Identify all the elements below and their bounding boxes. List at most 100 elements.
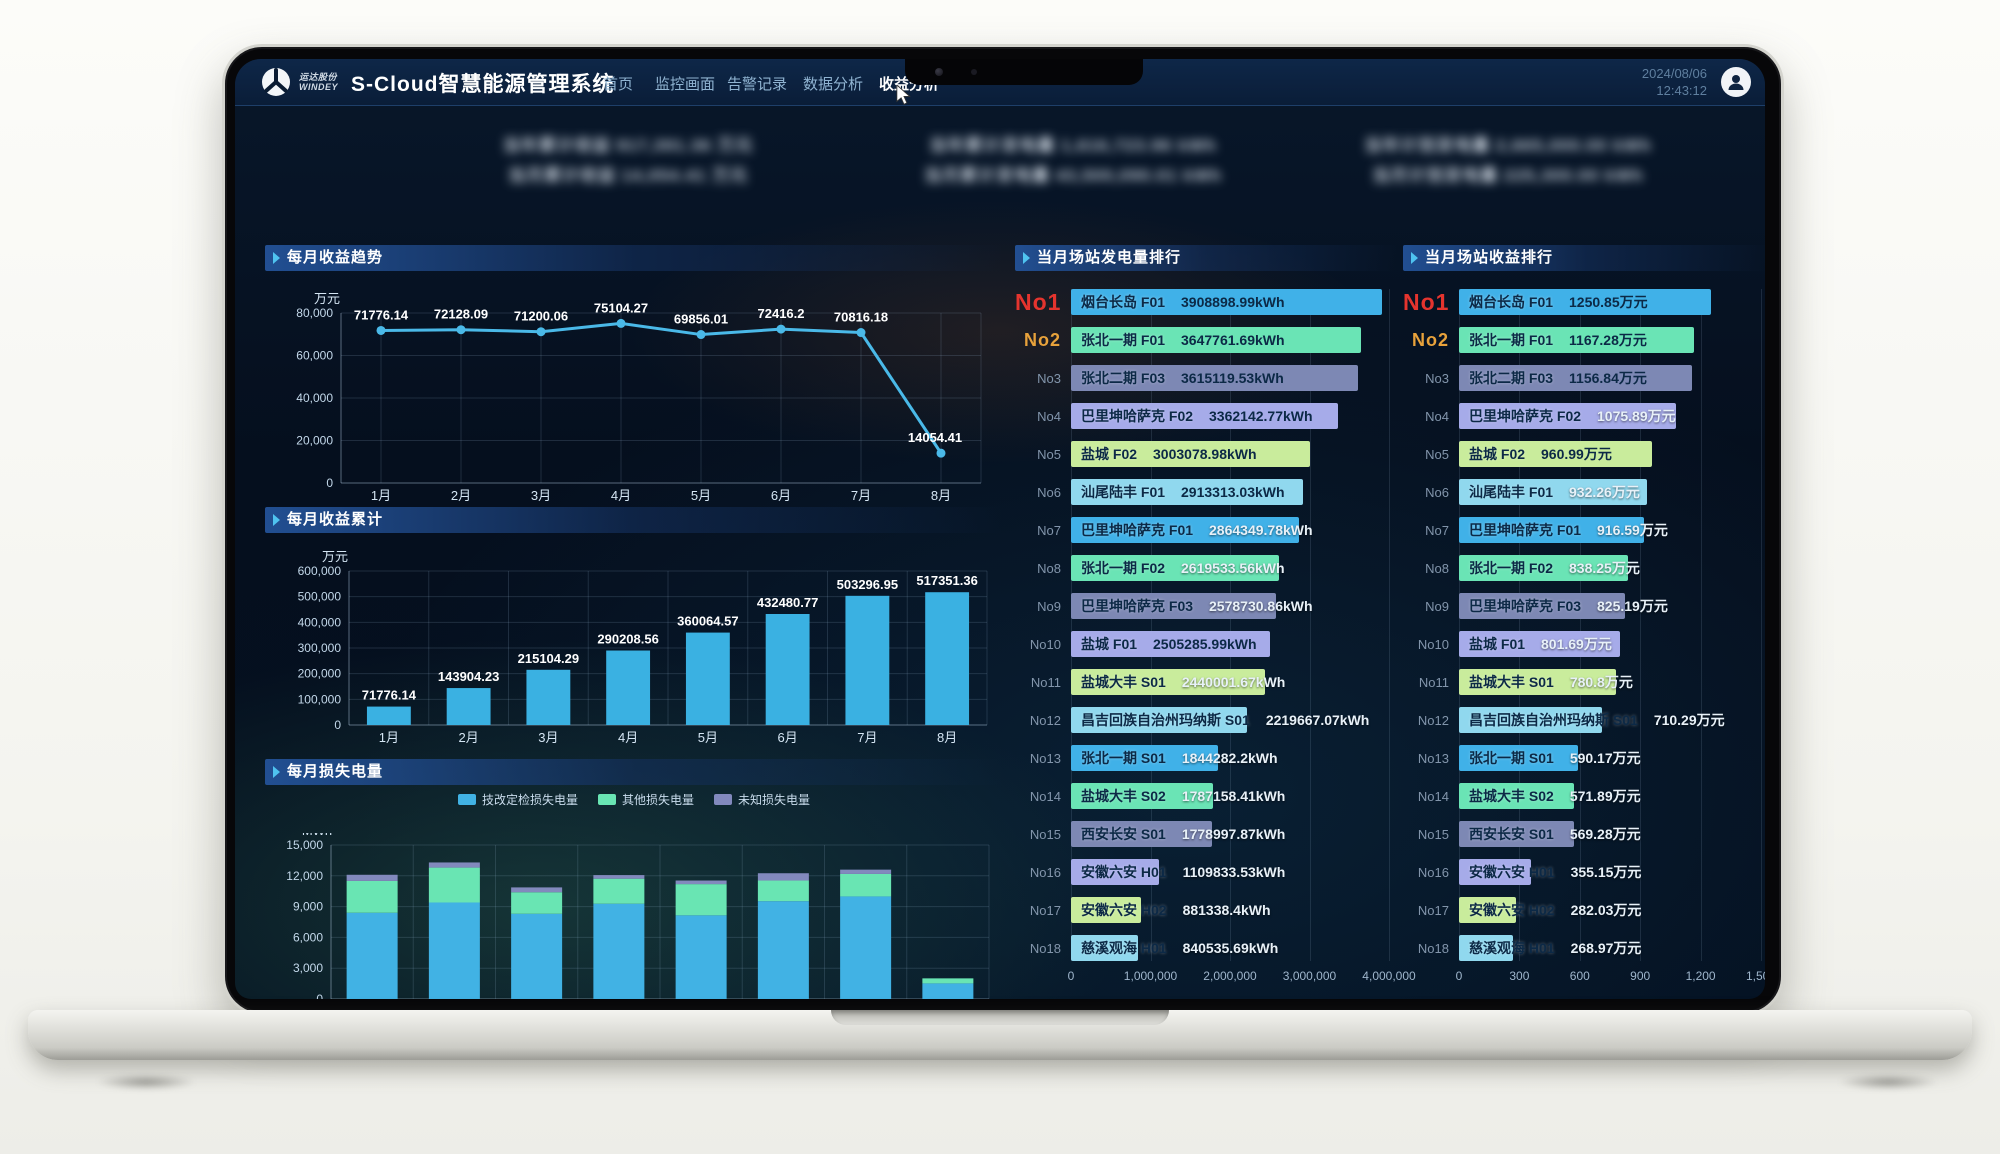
stacked-bar-segment[interactable]: [346, 874, 398, 881]
station-name: 巴里坤哈萨克 F01: [1469, 522, 1582, 538]
bar[interactable]: [765, 613, 810, 725]
nav-item-4[interactable]: 数据分析: [803, 76, 864, 93]
line-point[interactable]: [536, 327, 546, 337]
stacked-bar-segment[interactable]: [922, 983, 974, 999]
nav-item-3[interactable]: 告警记录: [727, 76, 788, 93]
rank-bar[interactable]: [1071, 783, 1214, 809]
stacked-bar-segment[interactable]: [593, 875, 645, 879]
stacked-bar-segment[interactable]: [922, 978, 974, 984]
rank-bar[interactable]: [1071, 707, 1248, 733]
rank-bar[interactable]: [1071, 669, 1265, 695]
rank-bar[interactable]: [1071, 745, 1218, 771]
bar[interactable]: [446, 688, 491, 725]
stacked-bar-segment[interactable]: [757, 901, 809, 999]
rank-bar[interactable]: [1071, 365, 1359, 391]
rank-bar[interactable]: [1459, 669, 1617, 695]
stacked-bar-segment[interactable]: [511, 887, 563, 893]
rank-bar[interactable]: [1459, 289, 1711, 315]
bar[interactable]: [845, 595, 890, 725]
user-avatar[interactable]: [1721, 67, 1751, 97]
stacked-bar-segment[interactable]: [346, 880, 398, 913]
panel-title-text: 当月场站收益排行: [1425, 249, 1554, 266]
rank-bar[interactable]: [1459, 783, 1575, 809]
stacked-bar-segment[interactable]: [428, 902, 480, 999]
rank-bar[interactable]: [1071, 935, 1138, 961]
rank-bar[interactable]: [1071, 859, 1160, 885]
stacked-bar-segment[interactable]: [593, 878, 645, 904]
stacked-bar-segment[interactable]: [511, 913, 563, 999]
station-value: 1075.89万元: [1597, 408, 1676, 424]
rank-bar[interactable]: [1459, 479, 1647, 505]
nav-item-2[interactable]: 监控画面: [655, 76, 716, 93]
rank-bar[interactable]: [1459, 517, 1644, 543]
rank-bar[interactable]: [1071, 403, 1339, 429]
rank-bar[interactable]: [1459, 631, 1621, 657]
line-point[interactable]: [696, 330, 706, 340]
rank-bar[interactable]: [1071, 441, 1310, 467]
stacked-bar-segment[interactable]: [675, 915, 727, 999]
stacked-bar-segment[interactable]: [757, 873, 809, 881]
stacked-bar-segment[interactable]: [840, 869, 892, 874]
station-name: 张北一期 F01: [1469, 332, 1554, 348]
stacked-bar-segment[interactable]: [757, 880, 809, 902]
nav-item-1[interactable]: 首页: [603, 76, 634, 93]
stacked-bar-segment[interactable]: [428, 867, 480, 903]
stacked-bar-segment[interactable]: [675, 884, 727, 916]
bar[interactable]: [925, 592, 970, 725]
rank-bar[interactable]: [1071, 897, 1142, 923]
rank-bar[interactable]: [1459, 859, 1531, 885]
stacked-bar-segment[interactable]: [840, 873, 892, 897]
stacked-bar-segment[interactable]: [593, 903, 645, 999]
bar[interactable]: [526, 669, 571, 725]
svg-text:71776.14: 71776.14: [354, 307, 409, 322]
svg-text:万元: 万元: [322, 549, 348, 564]
rank-bar[interactable]: [1071, 517, 1299, 543]
stacked-bar-segment[interactable]: [511, 892, 563, 914]
rank-bar[interactable]: [1071, 289, 1382, 315]
rank-number: No4: [1425, 408, 1449, 424]
station-name: 巴里坤哈萨克 F01: [1081, 522, 1194, 538]
bar[interactable]: [366, 706, 411, 725]
bar[interactable]: [606, 650, 651, 725]
rank-bar[interactable]: [1459, 555, 1628, 581]
legend-item[interactable]: 技改定检损失电量: [457, 791, 578, 808]
rank-gridlines: [1459, 289, 1762, 961]
line-point[interactable]: [936, 448, 946, 458]
rank-bar[interactable]: [1071, 479, 1303, 505]
dashboard-screen: 运达股份 WINDEY S-Cloud智慧能源管理系统 首页 监控画面 告警记录 数据…: [235, 59, 1765, 999]
line-point[interactable]: [856, 328, 866, 338]
stacked-bar-segment[interactable]: [675, 880, 727, 885]
rank-bar[interactable]: [1459, 745, 1578, 771]
stacked-bar-segment[interactable]: [346, 912, 398, 999]
rank-bar[interactable]: [1459, 897, 1516, 923]
rank-bar[interactable]: [1071, 631, 1271, 657]
legend-item[interactable]: 未知损失电量: [714, 791, 810, 808]
line-point[interactable]: [616, 318, 626, 328]
rank-bar[interactable]: [1459, 935, 1514, 961]
stacked-bar-segment[interactable]: [428, 862, 480, 868]
station-value: 2505285.99kWh: [1153, 636, 1257, 652]
rank-bar[interactable]: [1459, 593, 1626, 619]
line-point[interactable]: [456, 325, 466, 335]
svg-text:2月: 2月: [451, 488, 471, 503]
svg-text:215104.29: 215104.29: [518, 651, 579, 666]
rank-bar[interactable]: [1459, 821, 1574, 847]
line-point[interactable]: [376, 325, 386, 335]
rank-bar[interactable]: [1071, 555, 1280, 581]
rank-row: No9 巴里坤哈萨克 F03 2578730.86kWh: [1015, 593, 1389, 619]
rank-bar[interactable]: [1071, 327, 1361, 353]
station-value: 3615119.53kWh: [1181, 370, 1284, 386]
rank-bar[interactable]: [1459, 707, 1602, 733]
stacked-bar-segment[interactable]: [840, 896, 892, 999]
rank-bar[interactable]: [1459, 365, 1692, 391]
rank-row: No11 盐城大丰 S01 2440001.67kWh: [1015, 669, 1389, 695]
rank-bar[interactable]: [1459, 403, 1676, 429]
legend-item[interactable]: 其他损失电量: [597, 791, 694, 808]
rank-bar[interactable]: [1459, 327, 1694, 353]
bar[interactable]: [685, 632, 730, 725]
rank-bar[interactable]: [1459, 441, 1653, 467]
rank-bar[interactable]: [1071, 821, 1213, 847]
line-point[interactable]: [776, 324, 786, 334]
rank-bar[interactable]: [1071, 593, 1276, 619]
station-value: 932.26万元: [1569, 484, 1640, 500]
